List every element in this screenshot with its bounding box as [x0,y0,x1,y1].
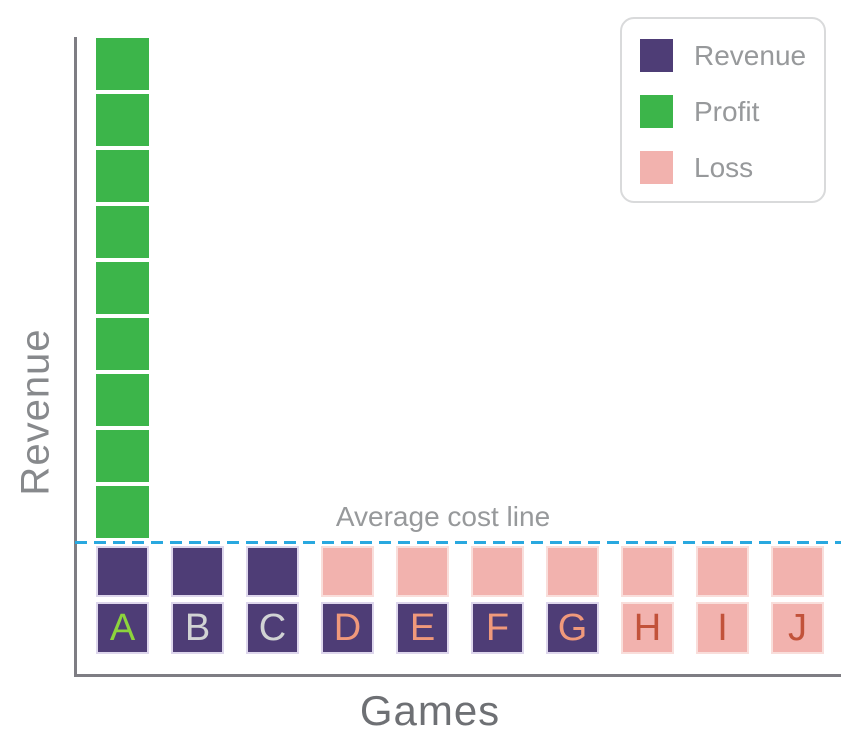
legend-label-profit: Profit [694,95,760,127]
loss-unit-I [696,546,749,597]
loss-unit-G [546,546,599,597]
legend-item-revenue: Revenue [640,39,824,72]
legend-label-revenue: Revenue [694,39,807,71]
loss-unit-F [471,546,524,597]
revenue-swatch [640,39,673,72]
category-tile-C: C [246,602,299,654]
x-axis-line [74,674,841,677]
profit-unit-A [96,486,149,538]
y-axis-title: Revenue [13,328,58,496]
category-tile-G: G [546,602,599,654]
loss-swatch [640,151,673,184]
category-tile-I: I [696,602,749,654]
y-axis-line [74,37,77,677]
legend-item-loss: Loss [640,151,824,184]
loss-unit-H [621,546,674,597]
loss-unit-E [396,546,449,597]
legend: Revenue Profit Loss [620,17,826,203]
profit-unit-A [96,150,149,202]
category-tile-H: H [621,602,674,654]
x-axis-title: Games [359,687,501,734]
category-tile-J: J [771,602,824,654]
legend-item-profit: Profit [640,95,824,128]
category-tile-E: E [396,602,449,654]
category-tile-A: A [96,602,149,654]
revenue-unit-C [246,546,299,597]
profit-unit-A [96,38,149,90]
average-cost-line [75,541,841,544]
loss-unit-J [771,546,824,597]
legend-label-loss: Loss [694,151,754,183]
category-tile-B: B [171,602,224,654]
revenue-unit-B [171,546,224,597]
profit-swatch [640,95,673,128]
profit-unit-A [96,374,149,426]
loss-unit-D [321,546,374,597]
category-tile-F: F [471,602,524,654]
revenue-unit-A [96,546,149,597]
profit-unit-A [96,206,149,258]
profit-unit-A [96,94,149,146]
category-tile-D: D [321,602,374,654]
profit-unit-A [96,318,149,370]
average-cost-line-label: Average cost line [335,501,551,532]
profit-unit-A [96,430,149,482]
profit-unit-A [96,262,149,314]
